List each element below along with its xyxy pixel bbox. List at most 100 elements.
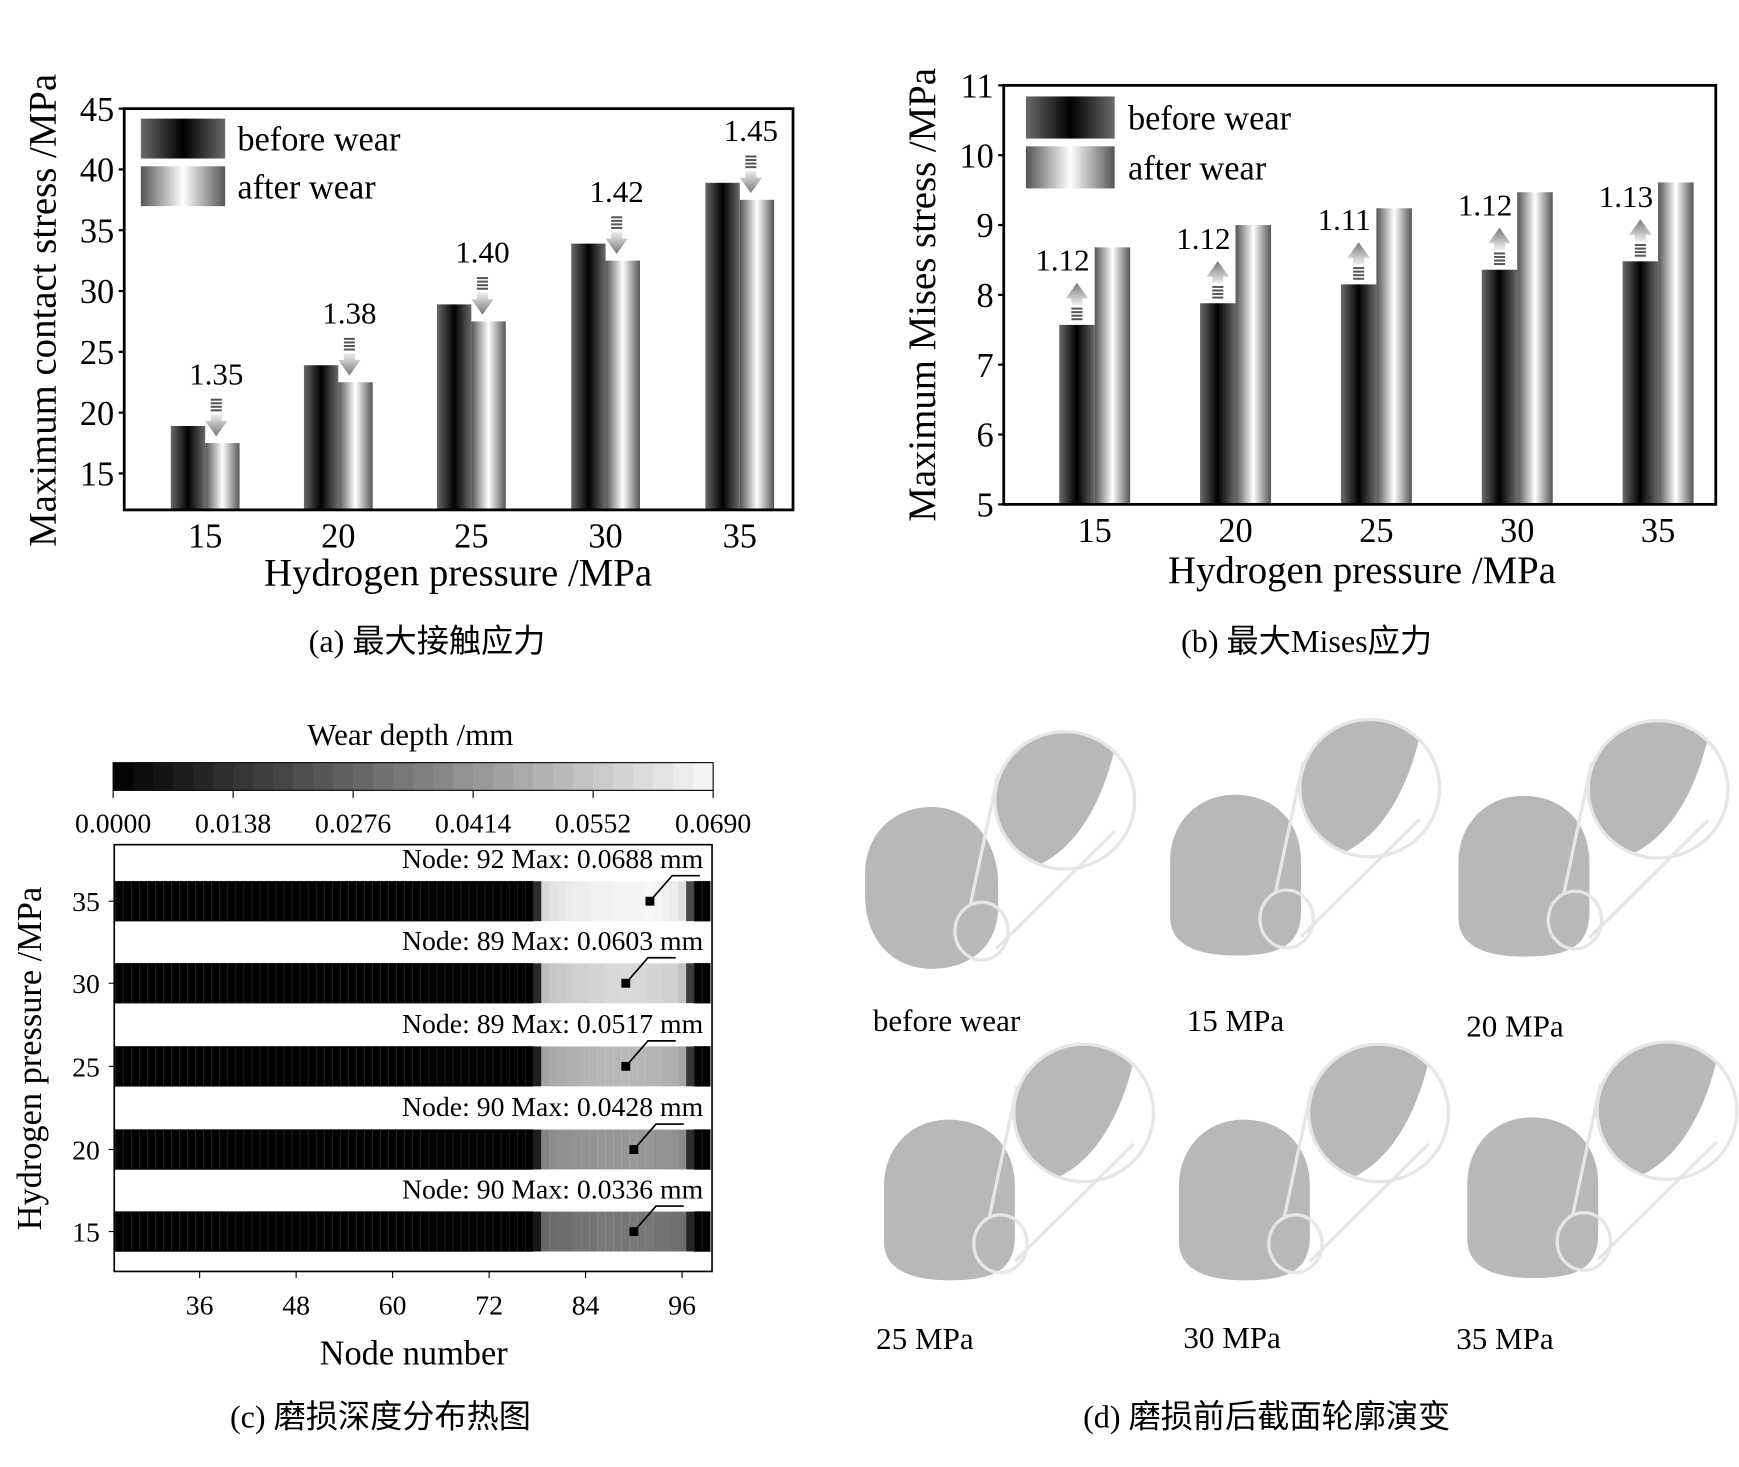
heatmap-cell [291, 962, 301, 1004]
bar-before-wear [1200, 303, 1236, 505]
max-annotation: Node: 89 Max: 0.0517 mm [402, 1008, 704, 1039]
heatmap-cell [597, 963, 606, 1004]
max-annotation: Node: 89 Max: 0.0603 mm [402, 925, 704, 956]
chart-b-frame [1002, 83, 1718, 506]
colorbar-step [133, 762, 154, 791]
leader-line [625, 1040, 676, 1067]
colorbar-step [513, 762, 534, 791]
bar-before-wear [571, 243, 606, 510]
leader-line [649, 874, 700, 902]
x-tick-label: 35 [1641, 512, 1675, 550]
arrow-stripe [1353, 270, 1365, 273]
chart-a-y-axis-label: Maximum contact stress /MPa [21, 74, 64, 547]
colorbar-step [193, 762, 214, 791]
heatmap-cell [693, 962, 703, 1004]
ratio-label: 1.12 [1035, 243, 1089, 278]
x-tick-label: 15 [188, 518, 222, 556]
heatmap-cell [524, 962, 534, 1004]
bar-after-wear [338, 382, 373, 510]
heatmap-cell [323, 1046, 333, 1087]
arrow-stripe [1212, 296, 1224, 299]
arrow-down-icon [605, 216, 628, 254]
heatmap-cell [122, 962, 132, 1004]
heatmap-cell [436, 962, 446, 1004]
colorbar-title: Wear depth /mm [307, 717, 513, 752]
heatmap-cell [541, 963, 550, 1004]
heatmap-cell [243, 962, 253, 1004]
y-tick-label: 35 [72, 886, 100, 917]
heatmap-cell [315, 1211, 325, 1252]
heatmap-cell [573, 881, 582, 922]
heatmap-cell [420, 1046, 430, 1087]
heatmap-cell [163, 1211, 172, 1252]
heatmap-cell [444, 962, 454, 1004]
heatmap-cell [476, 1129, 486, 1170]
heatmap-cell [533, 1211, 542, 1252]
heatmap-cell [114, 1046, 124, 1087]
y-tick-label: 11 [961, 68, 994, 106]
heatmap-cell [460, 1046, 470, 1087]
heatmap-cell [147, 1046, 156, 1087]
colorbar-step [433, 762, 454, 791]
arrow-stripe [343, 348, 355, 351]
heatmap-cell [670, 1211, 679, 1252]
heatmap-cell [340, 962, 349, 1004]
heatmap-cell [275, 1211, 285, 1252]
arrow-stripe [745, 166, 757, 169]
heatmap-cell [436, 880, 446, 922]
heatmap-cell [678, 1211, 687, 1252]
heatmap-cell [573, 1046, 582, 1087]
heatmap-cell [637, 881, 646, 922]
heatmap-cell [516, 880, 526, 922]
heatmap-cell [187, 962, 196, 1004]
heatmap-cell [524, 1211, 534, 1252]
heatmap-cell [364, 880, 373, 922]
heatmap-cell [235, 962, 245, 1004]
caption-d: (d) 磨损前后截面轮廓演变 [1083, 1399, 1450, 1435]
bar-before-wear [170, 426, 206, 510]
connector-line [1308, 1142, 1430, 1263]
heatmap-cell [122, 880, 132, 922]
heatmap-cell [686, 1046, 695, 1087]
heatmap-cell [670, 963, 679, 1004]
arrow-stripe [1634, 251, 1646, 254]
heatmap-cell [476, 962, 486, 1004]
y-tick-label: 6 [977, 417, 994, 455]
magnifier-circle [1298, 717, 1442, 859]
heatmap-cell [508, 962, 518, 1004]
heatmap-cell [613, 1046, 622, 1087]
heatmap-cell [380, 1211, 389, 1252]
zoom-region-circle [1555, 1211, 1613, 1273]
heatmap-cell [484, 962, 494, 1004]
connector-line [1571, 1083, 1603, 1216]
max-annotation: Node: 90 Max: 0.0336 mm [402, 1173, 704, 1204]
arrow-head [605, 231, 628, 254]
arrow-stripe [1493, 255, 1506, 258]
y-tick-label: 5 [977, 487, 994, 525]
heatmap-cell [171, 1046, 180, 1087]
heatmap-cell [573, 1129, 582, 1170]
heatmap-cell [653, 1129, 662, 1170]
ratio-label: 1.35 [189, 356, 243, 391]
heatmap-cell [476, 1046, 486, 1087]
heatmap-cell [130, 1129, 140, 1170]
heatmap-cell [597, 1211, 606, 1252]
heatmap-cell [203, 1211, 213, 1252]
heatmap-cell [516, 1129, 526, 1170]
x-tick-label: 30 [588, 518, 622, 556]
heatmap-cell [396, 880, 406, 922]
heatmap-cell [645, 1129, 654, 1170]
arrow-stripe [611, 223, 623, 226]
heatmap-cell [147, 1211, 156, 1252]
heatmap-cell [171, 1129, 180, 1170]
heatmap-cell [412, 1129, 422, 1170]
heatmap-cell [492, 1211, 502, 1252]
heatmap-cell [179, 962, 188, 1004]
heatmap-cell [678, 1129, 687, 1170]
heatmap-cell [211, 1211, 221, 1252]
heatmap-cell [686, 881, 695, 922]
heatmap-cell [138, 1046, 148, 1087]
heatmap-cell [661, 1129, 671, 1170]
heatmap-cell [307, 1129, 317, 1170]
